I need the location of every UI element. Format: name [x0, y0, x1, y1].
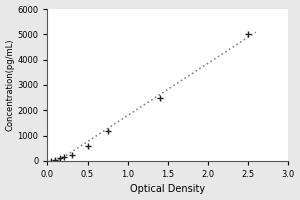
Y-axis label: Concentration(pg/mL): Concentration(pg/mL) — [6, 39, 15, 131]
X-axis label: Optical Density: Optical Density — [130, 184, 205, 194]
